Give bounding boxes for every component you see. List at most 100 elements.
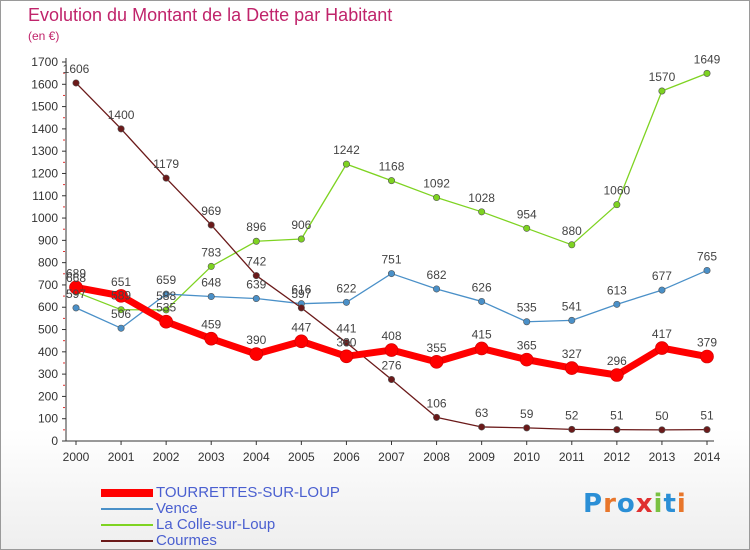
data-label: 63 bbox=[475, 406, 489, 420]
data-point bbox=[568, 316, 576, 324]
data-point bbox=[207, 293, 215, 301]
data-label: 541 bbox=[562, 299, 582, 313]
data-label: 906 bbox=[291, 218, 311, 232]
data-point bbox=[342, 160, 350, 168]
x-tick-label: 2007 bbox=[378, 450, 405, 464]
y-tick-label: 400 bbox=[38, 345, 58, 359]
data-label: 613 bbox=[607, 283, 627, 297]
data-point bbox=[700, 349, 714, 364]
chart-subtitle: (en €) bbox=[28, 29, 60, 43]
data-point bbox=[655, 341, 669, 355]
data-point bbox=[433, 285, 441, 293]
data-label: 535 bbox=[156, 301, 176, 315]
data-label: 648 bbox=[201, 276, 221, 290]
data-point bbox=[613, 201, 621, 209]
data-label: 379 bbox=[697, 336, 717, 350]
x-tick-label: 2005 bbox=[288, 450, 315, 464]
data-label: 616 bbox=[291, 283, 311, 297]
y-tick-label: 1400 bbox=[31, 122, 58, 136]
y-tick-label: 1200 bbox=[31, 166, 58, 180]
data-label: 682 bbox=[427, 268, 447, 282]
data-point bbox=[387, 375, 395, 383]
y-tick-label: 0 bbox=[51, 434, 58, 448]
y-tick-label: 200 bbox=[38, 389, 58, 403]
data-label: 783 bbox=[201, 245, 221, 259]
y-tick-label: 600 bbox=[38, 300, 58, 314]
data-label: 415 bbox=[472, 327, 492, 341]
plot-area bbox=[66, 62, 708, 441]
data-label: 50 bbox=[655, 409, 669, 423]
data-point bbox=[478, 297, 486, 305]
data-point bbox=[207, 221, 215, 229]
x-tick-label: 2001 bbox=[108, 450, 135, 464]
data-point bbox=[294, 334, 309, 349]
data-label: 1028 bbox=[468, 191, 495, 205]
data-point bbox=[117, 306, 125, 314]
data-point bbox=[297, 304, 305, 312]
y-tick-label: 800 bbox=[38, 256, 58, 270]
data-point bbox=[523, 224, 531, 232]
data-label: 327 bbox=[562, 347, 582, 361]
data-point bbox=[519, 352, 534, 367]
x-tick-label: 2003 bbox=[198, 450, 225, 464]
x-tick-label: 2013 bbox=[649, 450, 676, 464]
proxiti-logo: Proxiti bbox=[583, 489, 687, 519]
data-point bbox=[523, 318, 531, 326]
data-label: 1179 bbox=[153, 157, 179, 171]
data-point bbox=[703, 266, 711, 274]
y-tick-label: 300 bbox=[38, 367, 58, 381]
data-label: 1400 bbox=[108, 108, 135, 122]
data-point bbox=[384, 343, 399, 357]
data-point bbox=[249, 347, 264, 361]
data-point bbox=[703, 426, 711, 434]
legend-label-tourrettes: TOURRETTES-SUR-LOUP bbox=[156, 484, 340, 501]
data-label: 589 bbox=[111, 289, 131, 303]
data-point bbox=[613, 426, 621, 434]
data-label: 751 bbox=[381, 253, 401, 267]
data-point bbox=[474, 341, 489, 356]
data-label: 1060 bbox=[604, 184, 631, 198]
legend-label-la-colle: La Colle-sur-Loup bbox=[156, 516, 276, 533]
data-label: 417 bbox=[652, 327, 672, 341]
data-label: 639 bbox=[246, 278, 266, 292]
data-label: 896 bbox=[246, 220, 266, 234]
data-point bbox=[252, 295, 260, 303]
legend-label-vence: Vence bbox=[156, 500, 198, 517]
data-label: 668 bbox=[66, 271, 86, 285]
data-label: 52 bbox=[565, 408, 579, 422]
data-label: 506 bbox=[111, 307, 131, 321]
x-tick-label: 2011 bbox=[559, 450, 585, 464]
data-label: 597 bbox=[66, 287, 86, 301]
data-point bbox=[117, 125, 125, 133]
data-point bbox=[564, 361, 579, 375]
x-tick-label: 2014 bbox=[694, 450, 721, 464]
data-point bbox=[523, 424, 531, 432]
data-point bbox=[703, 69, 711, 77]
logo-letter: i bbox=[653, 489, 664, 519]
data-label: 276 bbox=[381, 358, 401, 372]
y-tick-label: 100 bbox=[38, 412, 58, 426]
data-point bbox=[568, 425, 576, 433]
data-label: 1606 bbox=[63, 62, 90, 76]
data-point bbox=[387, 270, 395, 278]
data-point bbox=[610, 368, 624, 382]
logo-letter: r bbox=[603, 489, 617, 519]
chart-title: Evolution du Montant de la Dette par Hab… bbox=[28, 5, 393, 25]
data-point bbox=[162, 174, 170, 182]
y-tick-label: 1700 bbox=[31, 55, 58, 69]
data-point bbox=[658, 426, 666, 434]
data-point bbox=[207, 262, 215, 270]
data-label: 597 bbox=[291, 287, 311, 301]
x-tick-label: 2000 bbox=[63, 450, 90, 464]
data-label: 408 bbox=[381, 329, 401, 343]
data-label: 106 bbox=[427, 396, 447, 410]
data-label: 459 bbox=[201, 318, 221, 332]
data-label: 626 bbox=[472, 280, 492, 294]
data-label: 441 bbox=[336, 322, 356, 336]
data-point bbox=[342, 339, 350, 347]
data-point bbox=[613, 300, 621, 308]
data-point bbox=[433, 194, 441, 202]
x-tick-label: 2010 bbox=[513, 450, 540, 464]
y-tick-label: 700 bbox=[38, 278, 58, 292]
y-tick-label: 1100 bbox=[32, 189, 58, 203]
